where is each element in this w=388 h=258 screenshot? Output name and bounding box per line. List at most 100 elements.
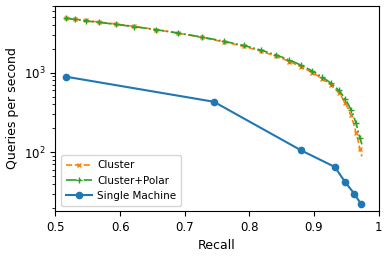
- Cluster: [299, 65, 303, 68]
- Cluster+Polar: [333, 85, 337, 88]
- Cluster+Polar: [310, 69, 314, 72]
- Cluster+Polar: [299, 64, 303, 67]
- Cluster: [164, 30, 169, 33]
- Cluster: [187, 34, 192, 37]
- Cluster: [68, 17, 72, 20]
- Line: Single Machine: Single Machine: [62, 74, 364, 207]
- Cluster+Polar: [315, 72, 320, 75]
- Cluster: [259, 50, 263, 53]
- Cluster+Polar: [351, 114, 356, 117]
- Cluster+Polar: [319, 75, 324, 78]
- Cluster: [340, 96, 344, 99]
- Cluster+Polar: [324, 78, 329, 82]
- Cluster+Polar: [210, 37, 215, 41]
- Cluster: [232, 43, 236, 46]
- Cluster: [360, 155, 364, 158]
- Single Machine: [352, 192, 357, 195]
- Cluster: [132, 25, 137, 28]
- Cluster+Polar: [78, 19, 82, 22]
- Cluster: [343, 101, 347, 104]
- Cluster+Polar: [153, 28, 158, 31]
- Cluster: [122, 23, 127, 27]
- Cluster: [267, 52, 271, 55]
- Cluster+Polar: [105, 22, 109, 25]
- Cluster: [329, 83, 333, 86]
- Cluster: [351, 122, 356, 125]
- Cluster+Polar: [348, 108, 353, 111]
- Cluster: [356, 139, 360, 142]
- Cluster+Polar: [90, 20, 95, 23]
- Cluster: [250, 47, 255, 50]
- Cluster+Polar: [221, 40, 226, 43]
- Cluster+Polar: [329, 82, 333, 85]
- Cluster+Polar: [346, 103, 351, 106]
- Cluster+Polar: [250, 46, 255, 49]
- Cluster+Polar: [83, 19, 88, 22]
- Single Machine: [343, 180, 347, 183]
- Cluster: [176, 32, 180, 35]
- Cluster+Polar: [176, 31, 180, 35]
- Cluster+Polar: [241, 44, 246, 47]
- Cluster+Polar: [122, 24, 127, 27]
- Cluster+Polar: [113, 23, 118, 26]
- Cluster+Polar: [358, 136, 362, 140]
- Cluster+Polar: [64, 17, 68, 20]
- Cluster+Polar: [356, 129, 360, 132]
- Cluster: [348, 114, 353, 117]
- Cluster: [90, 20, 95, 23]
- Y-axis label: Queries per second: Queries per second: [5, 47, 19, 169]
- Cluster: [64, 16, 68, 19]
- Cluster: [319, 77, 324, 80]
- Cluster: [153, 28, 158, 31]
- Cluster+Polar: [132, 25, 137, 28]
- Cluster+Polar: [68, 17, 72, 20]
- Cluster+Polar: [340, 93, 344, 96]
- Cluster+Polar: [73, 18, 77, 21]
- Cluster+Polar: [287, 59, 292, 62]
- Cluster: [336, 91, 341, 94]
- Cluster+Polar: [199, 36, 204, 39]
- Cluster+Polar: [274, 53, 278, 57]
- Cluster: [78, 18, 82, 21]
- Cluster+Polar: [305, 67, 309, 70]
- Cluster+Polar: [293, 61, 298, 64]
- Cluster: [210, 38, 215, 41]
- Cluster: [97, 20, 102, 23]
- Cluster: [142, 26, 147, 29]
- Cluster: [221, 40, 226, 43]
- Cluster: [346, 107, 351, 110]
- Legend: Cluster, Cluster+Polar, Single Machine: Cluster, Cluster+Polar, Single Machine: [61, 155, 182, 206]
- Cluster: [281, 57, 285, 60]
- Single Machine: [299, 149, 303, 152]
- Line: Cluster+Polar: Cluster+Polar: [63, 15, 365, 147]
- Single Machine: [211, 100, 216, 103]
- Cluster: [305, 68, 309, 71]
- Cluster: [73, 18, 77, 21]
- Cluster: [274, 55, 278, 58]
- Cluster: [287, 60, 292, 63]
- Cluster: [310, 71, 314, 74]
- Cluster+Polar: [259, 49, 263, 52]
- Single Machine: [333, 165, 337, 168]
- Cluster: [333, 87, 337, 90]
- Cluster+Polar: [354, 122, 359, 125]
- Cluster: [241, 45, 246, 48]
- Cluster+Polar: [97, 21, 102, 24]
- Cluster: [315, 74, 320, 77]
- Cluster+Polar: [142, 27, 147, 30]
- Single Machine: [359, 203, 364, 206]
- Single Machine: [64, 75, 68, 78]
- Line: Cluster: Cluster: [63, 15, 364, 159]
- Cluster+Polar: [267, 51, 271, 54]
- Cluster: [354, 131, 359, 134]
- Cluster+Polar: [343, 98, 347, 101]
- X-axis label: Recall: Recall: [198, 239, 236, 252]
- Cluster+Polar: [187, 34, 192, 37]
- Cluster: [105, 21, 109, 25]
- Cluster+Polar: [164, 30, 169, 33]
- Cluster: [324, 80, 329, 83]
- Cluster: [113, 22, 118, 26]
- Cluster+Polar: [360, 143, 364, 146]
- Cluster: [358, 147, 362, 150]
- Cluster+Polar: [232, 42, 236, 45]
